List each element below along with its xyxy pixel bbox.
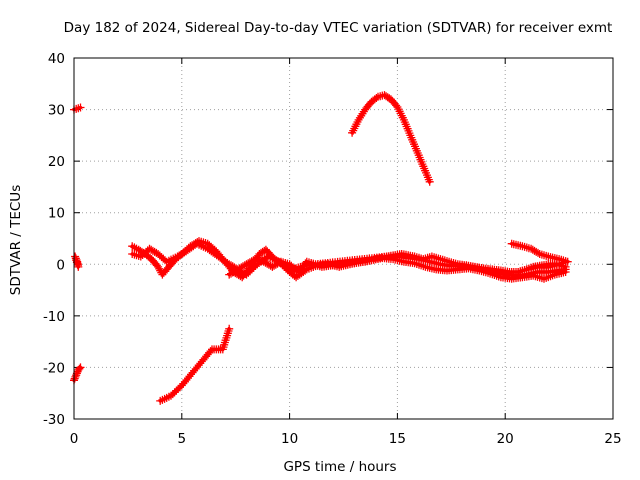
axis-ticks: 0 5 10 15 20 25 -30 -20 -10 0 10 20 30 40 bbox=[43, 51, 622, 447]
chart-title: Day 182 of 2024, Sidereal Day-to-day VTE… bbox=[64, 20, 613, 36]
x-tick-label: 0 bbox=[70, 431, 79, 447]
data-point bbox=[172, 386, 181, 395]
data-point bbox=[282, 264, 290, 273]
data-point bbox=[247, 265, 256, 274]
data-point bbox=[240, 269, 249, 278]
x-tick-label: 25 bbox=[604, 431, 621, 447]
y-tick-label: 40 bbox=[48, 51, 65, 67]
y-tick-label: 30 bbox=[48, 103, 65, 119]
data-point bbox=[514, 268, 523, 276]
data-point bbox=[534, 248, 542, 257]
data-point bbox=[372, 94, 381, 102]
y-tick-label: -10 bbox=[43, 309, 65, 325]
data-point bbox=[174, 384, 183, 393]
series-trace-i bbox=[156, 324, 234, 405]
data-point bbox=[175, 251, 184, 260]
data-point bbox=[239, 262, 247, 271]
x-tick-label: 5 bbox=[178, 431, 187, 447]
y-axis-label: SDTVAR / TECUs bbox=[8, 185, 24, 295]
data-point bbox=[249, 263, 258, 272]
data-point bbox=[245, 258, 254, 267]
x-tick-label: 20 bbox=[497, 431, 514, 447]
data-point bbox=[71, 372, 80, 381]
data-point bbox=[246, 267, 255, 276]
data-point bbox=[425, 177, 434, 186]
data-point bbox=[70, 374, 79, 383]
data-point bbox=[530, 246, 539, 255]
y-tick-label: 0 bbox=[56, 257, 65, 273]
y-tick-label: -20 bbox=[43, 360, 65, 376]
data-point bbox=[228, 268, 237, 277]
data-series bbox=[70, 91, 572, 405]
data-point bbox=[240, 261, 249, 270]
data-point bbox=[225, 260, 234, 269]
data-point bbox=[225, 324, 234, 333]
y-tick-label: -30 bbox=[43, 412, 65, 428]
data-point bbox=[76, 363, 85, 372]
grid-lines bbox=[74, 58, 613, 419]
series-trace-h bbox=[514, 257, 570, 276]
data-point bbox=[75, 364, 84, 373]
x-tick-label: 10 bbox=[281, 431, 298, 447]
data-point bbox=[233, 265, 242, 274]
data-point bbox=[71, 252, 80, 261]
data-point bbox=[168, 390, 177, 399]
data-point bbox=[148, 246, 157, 255]
series-trace-j bbox=[348, 91, 434, 186]
data-point bbox=[242, 270, 251, 279]
data-point bbox=[206, 347, 215, 356]
data-point bbox=[270, 261, 279, 270]
data-point bbox=[167, 391, 175, 400]
series-trace-a bbox=[70, 103, 85, 114]
data-point bbox=[170, 388, 179, 397]
series-trace-g bbox=[507, 239, 572, 266]
x-axis-label: GPS time / hours bbox=[283, 459, 396, 475]
data-point bbox=[173, 252, 182, 261]
series-trace-b bbox=[71, 252, 83, 271]
y-tick-label: 10 bbox=[48, 206, 65, 222]
data-point bbox=[244, 268, 253, 277]
data-point bbox=[263, 259, 272, 268]
data-point bbox=[76, 103, 85, 112]
y-tick-label: 20 bbox=[48, 154, 65, 170]
x-tick-label: 15 bbox=[389, 431, 406, 447]
plot-frame bbox=[73, 57, 614, 420]
data-point bbox=[355, 113, 364, 122]
